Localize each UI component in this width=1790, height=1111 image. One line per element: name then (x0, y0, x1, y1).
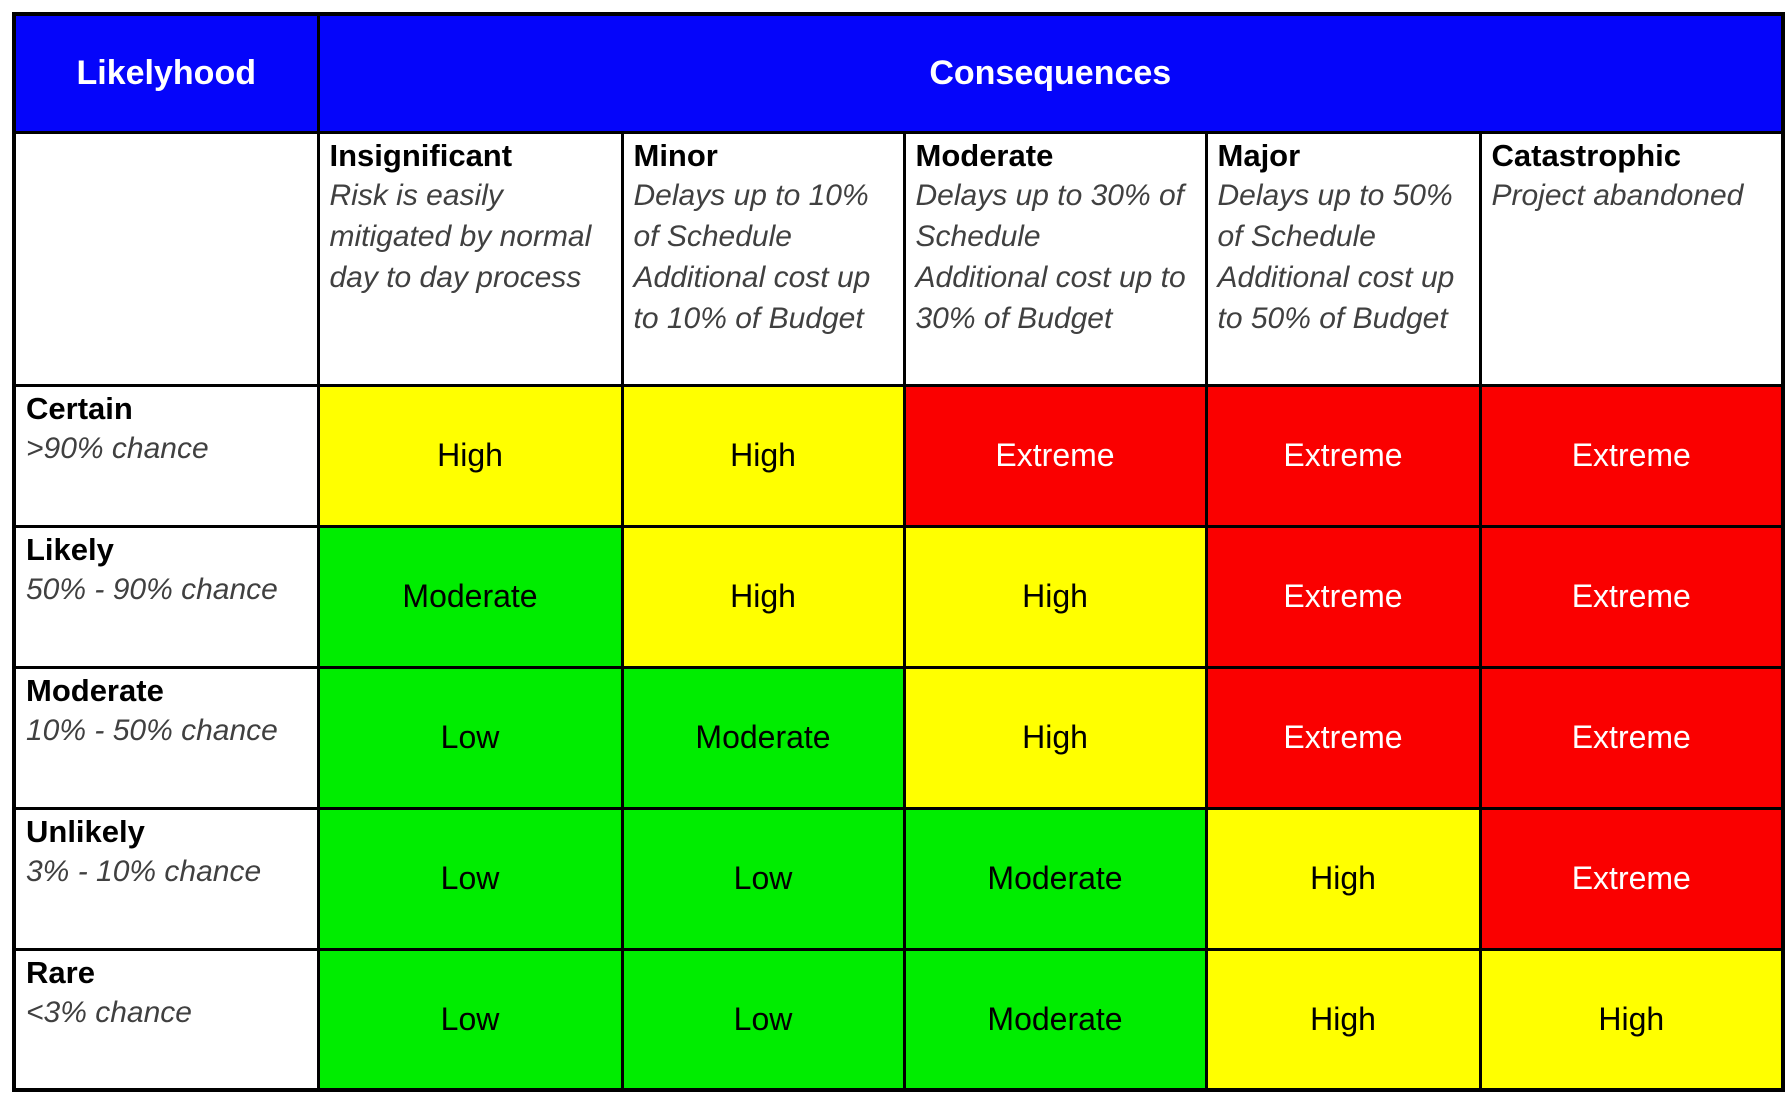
row-name: Likely (26, 531, 114, 567)
column-description: Delays up to 50% of Schedule Additional … (1217, 179, 1455, 335)
consequences-header-cell: Consequences (316, 12, 1785, 134)
row-header-likely: Likely 50% - 90% chance (12, 524, 320, 669)
risk-cell-likely-catastrophic: Extreme (1478, 524, 1785, 669)
risk-cell-moderate-insignificant: Low (316, 665, 624, 810)
risk-cell-certain-insignificant: High (316, 383, 624, 528)
row-probability: >90% chance (26, 432, 209, 466)
risk-cell-rare-catastrophic: High (1478, 947, 1785, 1092)
column-description: Delays up to 30% of Schedule Additional … (915, 179, 1186, 335)
risk-cell-unlikely-catastrophic: Extreme (1478, 806, 1785, 951)
row-probability: <3% chance (26, 996, 192, 1030)
row-probability: 10% - 50% chance (26, 714, 278, 748)
risk-cell-unlikely-insignificant: Low (316, 806, 624, 951)
risk-cell-moderate-major: Extreme (1204, 665, 1482, 810)
risk-cell-certain-moderate: Extreme (902, 383, 1208, 528)
column-description: Delays up to 10% of Schedule Additional … (633, 179, 871, 335)
risk-cell-rare-moderate: Moderate (902, 947, 1208, 1092)
risk-cell-certain-catastrophic: Extreme (1478, 383, 1785, 528)
column-name: Minor (633, 137, 718, 173)
row-name: Unlikely (26, 813, 145, 849)
row-name: Certain (26, 390, 133, 426)
column-name: Insignificant (329, 137, 513, 173)
row-probability: 50% - 90% chance (26, 573, 278, 607)
column-name: Catastrophic (1491, 137, 1681, 173)
likelihood-header-cell: Likelyhood (12, 12, 320, 134)
row-name: Moderate (26, 672, 164, 708)
column-name: Moderate (915, 137, 1054, 173)
risk-cell-unlikely-minor: Low (620, 806, 906, 951)
risk-cell-rare-insignificant: Low (316, 947, 624, 1092)
risk-cell-certain-major: Extreme (1204, 383, 1482, 528)
risk-cell-rare-major: High (1204, 947, 1482, 1092)
row-header-certain: Certain >90% chance (12, 383, 320, 528)
row-header-rare: Rare <3% chance (12, 947, 320, 1092)
risk-cell-certain-minor: High (620, 383, 906, 528)
column-header-major: Major Delays up to 50% of Schedule Addit… (1204, 130, 1482, 387)
column-header-moderate: Moderate Delays up to 30% of Schedule Ad… (902, 130, 1208, 387)
risk-matrix-table: Likelyhood Consequences Insignificant Ri… (12, 12, 1786, 1092)
column-description: Project abandoned (1491, 179, 1744, 213)
risk-cell-likely-moderate: High (902, 524, 1208, 669)
row-name: Rare (26, 954, 95, 990)
column-header-minor: Minor Delays up to 10% of Schedule Addit… (620, 130, 906, 387)
column-header-catastrophic: Catastrophic Project abandoned (1478, 130, 1785, 387)
column-header-insignificant: Insignificant Risk is easily mitigated b… (316, 130, 624, 387)
risk-cell-unlikely-moderate: Moderate (902, 806, 1208, 951)
corner-empty-cell (12, 130, 320, 387)
risk-cell-unlikely-major: High (1204, 806, 1482, 951)
risk-cell-moderate-minor: Moderate (620, 665, 906, 810)
column-name: Major (1217, 137, 1301, 173)
column-description: Risk is easily mitigated by normal day t… (329, 179, 592, 294)
risk-cell-likely-insignificant: Moderate (316, 524, 624, 669)
row-header-moderate: Moderate 10% - 50% chance (12, 665, 320, 810)
risk-cell-likely-minor: High (620, 524, 906, 669)
risk-cell-moderate-catastrophic: Extreme (1478, 665, 1785, 810)
row-header-unlikely: Unlikely 3% - 10% chance (12, 806, 320, 951)
row-probability: 3% - 10% chance (26, 855, 262, 889)
risk-cell-moderate-moderate: High (902, 665, 1208, 810)
risk-cell-rare-minor: Low (620, 947, 906, 1092)
risk-cell-likely-major: Extreme (1204, 524, 1482, 669)
